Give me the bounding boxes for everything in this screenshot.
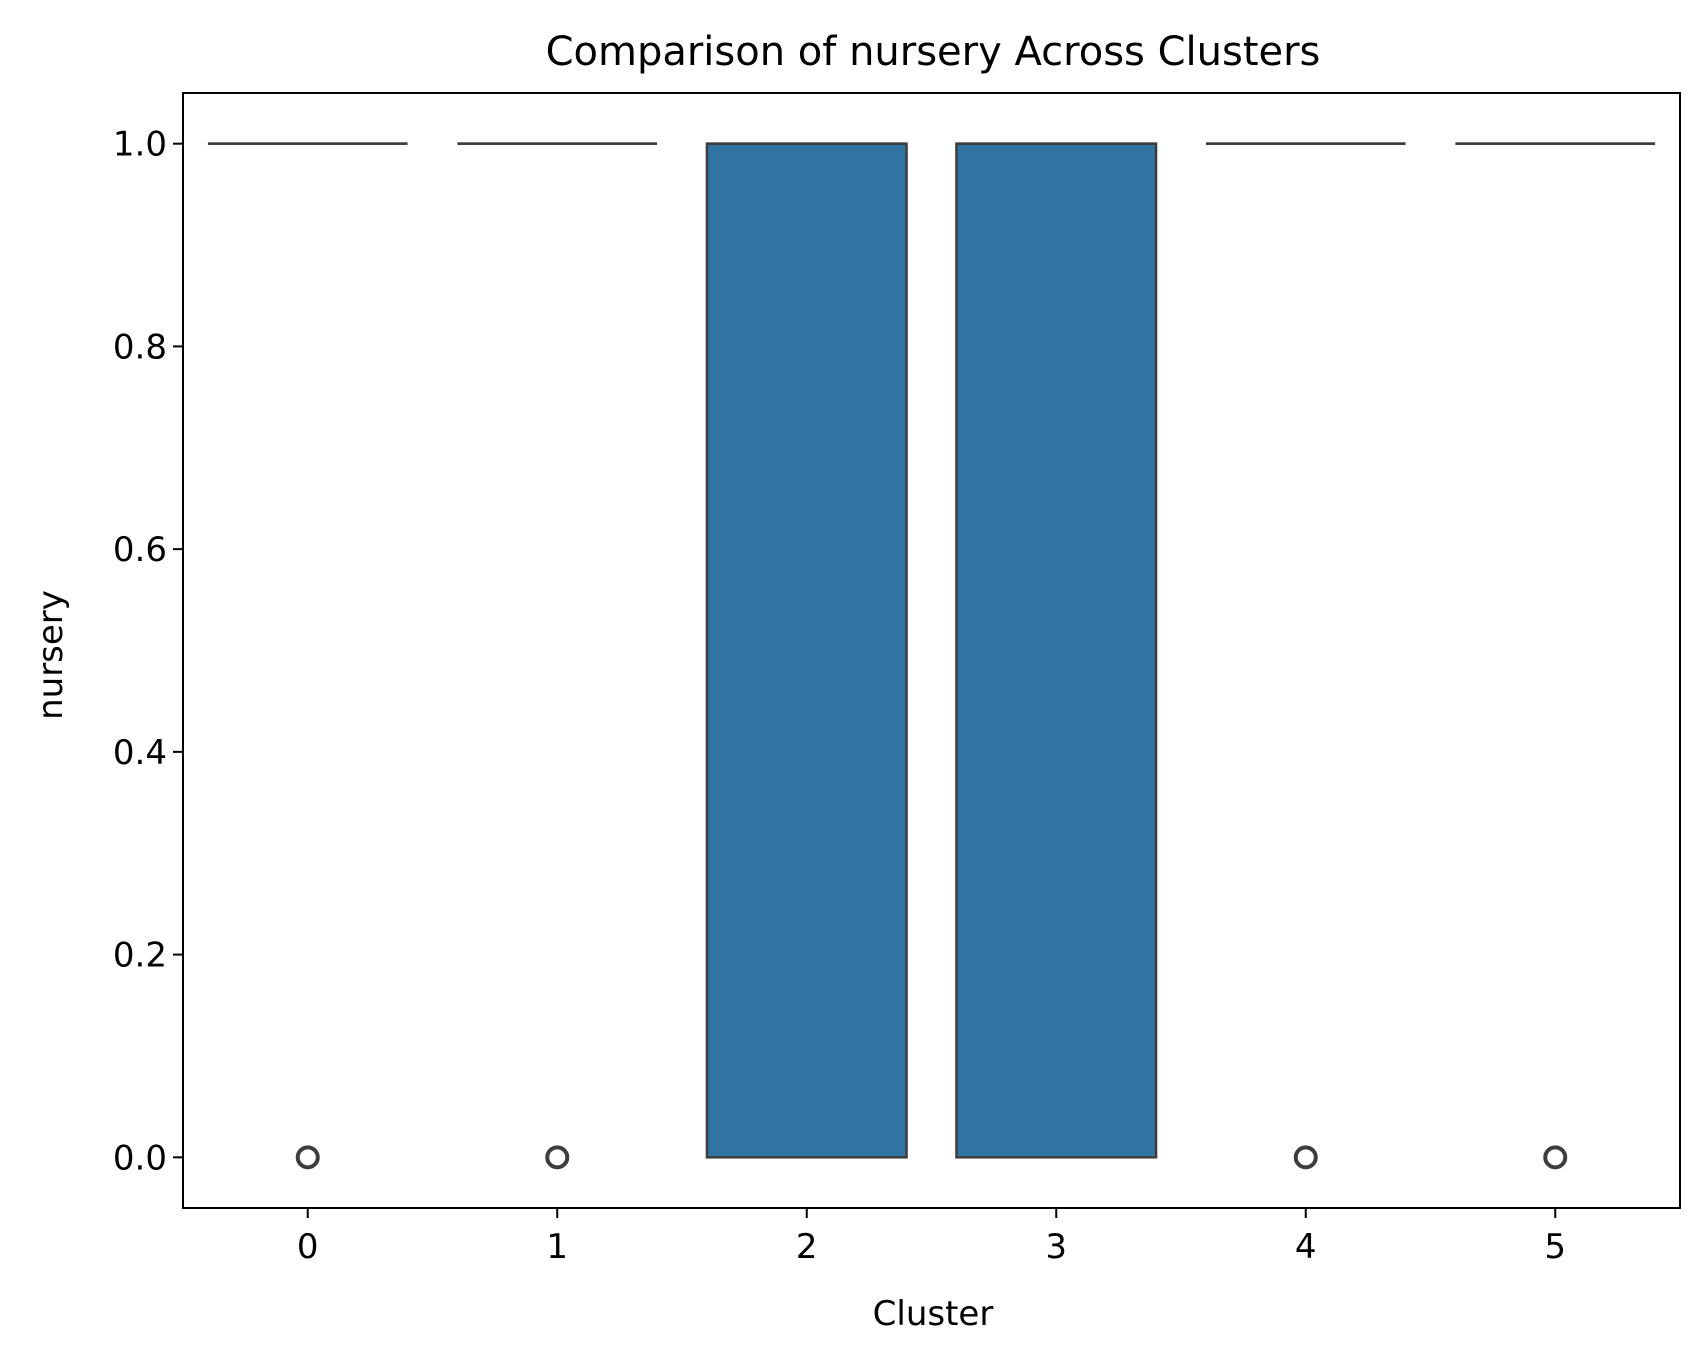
- y-tick-label: 1.0: [113, 125, 167, 165]
- x-tick-label: 2: [796, 1227, 818, 1267]
- y-tick-label: 0.8: [113, 327, 167, 367]
- outlier-point-0: [295, 1145, 320, 1170]
- outlier-point-1: [545, 1145, 570, 1170]
- box-3: [955, 142, 1158, 1159]
- x-tick-label: 5: [1544, 1227, 1566, 1267]
- box-2: [705, 142, 908, 1159]
- y-axis-label: nursery: [31, 590, 71, 720]
- x-axis-label: Cluster: [873, 1294, 994, 1334]
- chart-title: Comparison of nursery Across Clusters: [546, 29, 1321, 75]
- outlier-point-4: [1293, 1145, 1318, 1170]
- outlier-point-5: [1543, 1145, 1568, 1170]
- y-tick-label: 0.0: [113, 1138, 167, 1178]
- plot-frame: [182, 92, 1681, 1209]
- y-tick-label: 0.2: [113, 936, 167, 976]
- x-tick-label: 1: [546, 1227, 568, 1267]
- y-tick-label: 0.6: [113, 530, 167, 570]
- x-tick-label: 0: [297, 1227, 319, 1267]
- y-tick-label: 0.4: [113, 733, 167, 773]
- x-tick-label: 3: [1045, 1227, 1067, 1267]
- plot-area: 0.0 0.2 0.4 0.6 0.8 1.0 0 1 2 3 4 5: [113, 92, 1681, 1267]
- x-tick-label: 4: [1295, 1227, 1317, 1267]
